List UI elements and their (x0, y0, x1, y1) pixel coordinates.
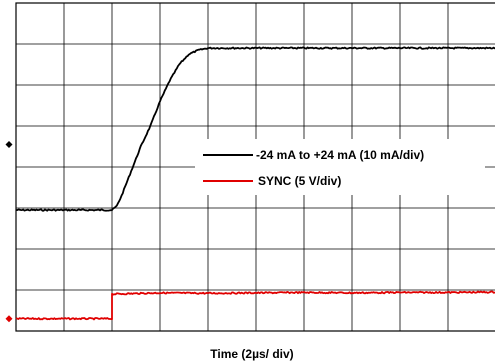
traces (15, 46, 495, 321)
sync-trace (15, 290, 495, 321)
channel-1-marker (5, 140, 13, 148)
plot-frame (15, 2, 495, 332)
legend-label-current: -24 mA to +24 mA (10 mA/div) (256, 148, 424, 162)
current-trace (15, 46, 495, 212)
channel-markers (5, 140, 13, 323)
x-axis-label: Time (2µs/ div) (210, 347, 293, 361)
legend-label-sync: SYNC (5 V/div) (258, 174, 341, 188)
legend-background (195, 139, 485, 195)
channel-2-marker (5, 315, 13, 323)
legend: -24 mA to +24 mA (10 mA/div) SYNC (5 V/d… (195, 139, 485, 195)
